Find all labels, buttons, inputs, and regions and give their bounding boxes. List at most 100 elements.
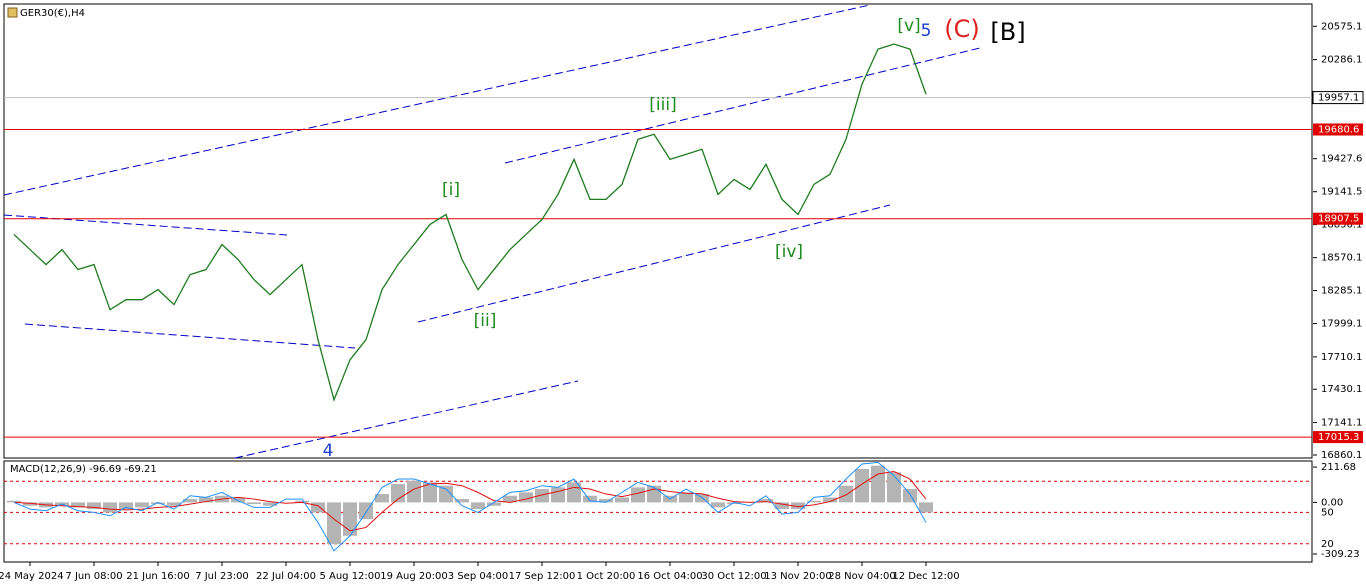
x-tick-label: 24 May 2024 (0, 571, 64, 582)
y-tick-label: 17999.1 (1321, 319, 1362, 330)
macd-bar (919, 502, 933, 513)
macd-bar (391, 484, 405, 503)
macd-bar (887, 472, 901, 503)
wave-label: 4 (323, 441, 334, 461)
macd-bar (871, 465, 885, 503)
macd-bar (903, 489, 917, 503)
macd-bar (119, 502, 133, 510)
x-tick-label: 12 Dec 12:00 (892, 571, 959, 582)
macd-bar (647, 485, 661, 503)
y-tick-label: 20575.1 (1321, 21, 1362, 32)
wave-label: [v] (897, 16, 920, 36)
price-line (13, 43, 927, 402)
macd-bar (727, 502, 741, 505)
x-tick-label: 13 Nov 20:00 (764, 571, 831, 582)
x-tick-label: 22 Jul 04:00 (256, 571, 316, 582)
x-tick-label: 17 Sep 12:00 (509, 571, 576, 582)
y-tick-label: 17141.1 (1321, 418, 1362, 429)
macd-bar (151, 502, 165, 505)
wave-label: (C) (944, 15, 979, 43)
macd-bar (807, 500, 821, 503)
macd-bar (311, 502, 325, 513)
macd-bar (583, 495, 597, 503)
macd-bar (839, 485, 853, 503)
macd-bar (263, 502, 277, 506)
macd-bar (439, 485, 453, 503)
macd-bar (791, 502, 805, 510)
macd-bar (519, 492, 533, 503)
macd-bar (695, 494, 709, 503)
y-tick-label: 17430.1 (1321, 384, 1362, 395)
y-tick-label: -309.23 (1321, 549, 1360, 560)
macd-bar (295, 500, 309, 503)
x-tick-label: 19 Aug 20:00 (380, 571, 447, 582)
last-price-box (1312, 91, 1364, 105)
macd-bar (711, 502, 725, 508)
macd-bar (471, 502, 485, 510)
macd-bar (679, 492, 693, 503)
y-tick-label: 18285.1 (1321, 286, 1362, 297)
x-tick-label: 16 Oct 04:00 (637, 571, 702, 582)
trend-line (417, 204, 891, 323)
wave-label: 5 (921, 21, 932, 41)
macd-panel (3, 460, 1313, 563)
trend-lines (3, 4, 981, 459)
level-label-box (1313, 431, 1363, 444)
y-tick-label: 18570.1 (1321, 253, 1362, 264)
macd-bar (343, 502, 357, 536)
y-tick-label: 19141.5 (1321, 187, 1362, 198)
x-tick-label: 21 Jun 16:00 (126, 571, 190, 582)
x-tick-label: 3 Sep 04:00 (448, 571, 508, 582)
x-tick-label: 30 Oct 12:00 (701, 571, 766, 582)
macd-bar (599, 499, 613, 503)
macd-bar (7, 500, 21, 503)
macd-bar (135, 502, 149, 508)
x-tick-label: 5 Aug 12:00 (319, 571, 380, 582)
wave-label: [iii] (649, 95, 676, 115)
macd-bar (327, 502, 341, 545)
trend-line (504, 47, 981, 164)
trend-line (3, 4, 871, 196)
x-tick-label: 1 Oct 20:00 (577, 571, 636, 582)
macd-bar (407, 480, 421, 503)
macd-bar (23, 502, 37, 506)
x-tick-label: 7 Jul 23:00 (195, 571, 249, 582)
wave-label: [iv] (775, 242, 803, 262)
trend-line (234, 380, 579, 459)
macd-bar (423, 482, 437, 503)
level-label: 17015.3 (1318, 432, 1359, 443)
macd-title: MACD(12,26,9) -96.69 -69.21 (10, 464, 157, 475)
y-tick-label: 211.68 (1321, 462, 1356, 473)
macd-bar (759, 499, 773, 503)
x-tick-label: 7 Jun 08:00 (65, 571, 122, 582)
last-price-label: 19957.1 (1318, 93, 1359, 104)
y-tick-label: 16860.1 (1321, 450, 1362, 461)
macd-bar (103, 502, 117, 513)
level-label: 18907.5 (1318, 214, 1359, 225)
level-label-box (1313, 123, 1363, 136)
y-tick-label: 17710.1 (1321, 352, 1362, 363)
macd-bar (855, 469, 869, 503)
y-tick-label: 0.00 (1321, 497, 1343, 508)
price-panel (3, 3, 1313, 459)
level-label-box (1313, 212, 1363, 225)
macd-bar (551, 487, 565, 503)
macd-bar (455, 499, 469, 503)
macd-bar (183, 499, 197, 503)
macd-bar (487, 502, 501, 506)
macd-level-label: 50 (1321, 507, 1334, 518)
macd-line (13, 470, 927, 532)
symbol-icon (7, 7, 18, 18)
y-tick-label: 18856.1 (1321, 220, 1362, 231)
macd-bar (535, 489, 549, 503)
macd-line (13, 461, 927, 552)
y-tick-label: 19427.6 (1321, 154, 1362, 165)
macd-bar (231, 497, 245, 503)
macd-bar (615, 497, 629, 503)
macd-bar (375, 494, 389, 503)
wave-label: [B] (990, 18, 1025, 46)
macd-bar (823, 497, 837, 503)
macd-bar (247, 502, 261, 505)
y-tick-label: 20286.1 (1321, 55, 1362, 66)
macd-bar (775, 502, 789, 510)
